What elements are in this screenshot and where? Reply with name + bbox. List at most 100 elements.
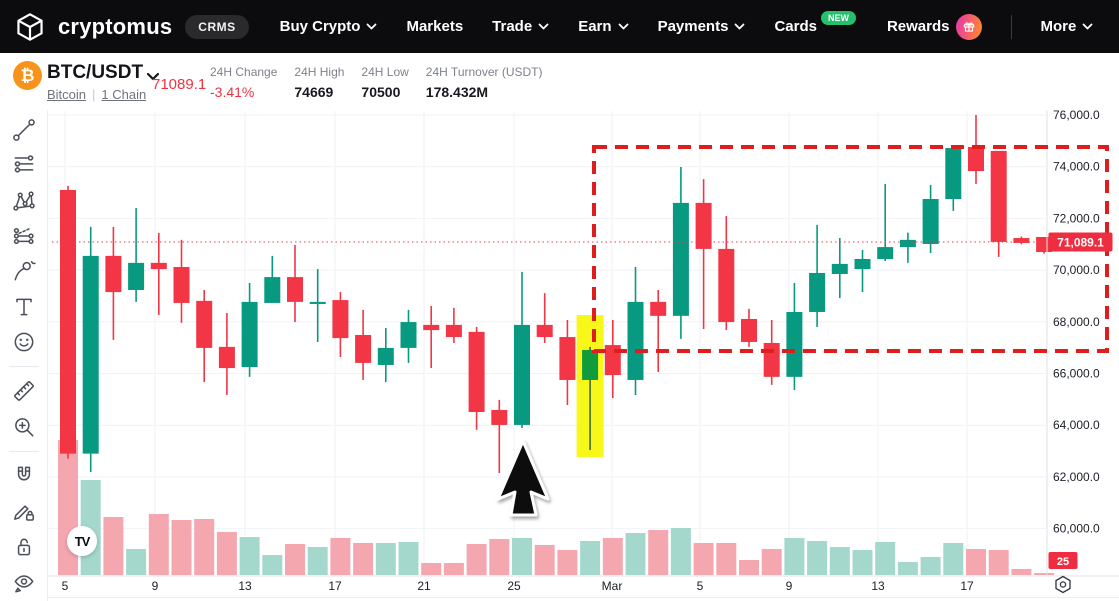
candle-body [105, 255, 122, 293]
chart-settings-icon[interactable] [1055, 575, 1071, 594]
tool-drawing-lock[interactable] [7, 495, 41, 527]
xabcd-pattern-icon [12, 191, 35, 211]
red-dashed-box-annotation[interactable] [592, 145, 1109, 354]
volume-bar [670, 528, 691, 575]
candle-body [718, 248, 735, 323]
candle [423, 306, 440, 369]
candle [128, 208, 145, 302]
price-chart[interactable]: 76,000.0 74,000.0 72,000.0 70,000.0 68,000.0… [48, 110, 1119, 601]
tool-lock-all-drawings[interactable] [7, 530, 41, 562]
candle [536, 293, 553, 343]
current-price-label-text: 71,089.1 [1057, 235, 1104, 249]
tool-fib-retracement[interactable] [7, 149, 41, 181]
time-tick-label: Mar [602, 579, 623, 593]
candle-body [945, 148, 962, 200]
volume-bar [307, 547, 328, 575]
candles-layer [60, 115, 1053, 474]
candle [377, 328, 394, 383]
candle-body [786, 311, 803, 377]
time-tick-label: 25 [507, 579, 521, 593]
volume-bar [489, 539, 510, 575]
price-axis[interactable]: 76,000.0 74,000.0 72,000.0 70,000.0 68,000.0… [1053, 110, 1100, 536]
candle [1036, 237, 1053, 254]
candle [650, 290, 667, 372]
zoom-in-icon [14, 417, 33, 437]
volume-label-text: 25 [1057, 556, 1069, 568]
volume-bar [829, 547, 850, 575]
volume-bar [58, 440, 78, 575]
tool-ruler[interactable] [7, 375, 41, 407]
candle-body [196, 300, 213, 348]
tool-forecast[interactable] [7, 220, 41, 252]
candle [627, 266, 644, 395]
volume-bar [580, 541, 601, 575]
stat-24h-turnover-usdt-: 24H Turnover (USDT) 178.432M [426, 65, 543, 100]
brand-block[interactable]: cryptomus CRMS [15, 12, 249, 42]
current-price-label: 71,089.1 [1048, 232, 1113, 252]
pair-title[interactable]: BTC/USDT [47, 62, 144, 83]
brand-name[interactable]: cryptomus [58, 13, 173, 39]
tool-hide-all-drawings[interactable] [7, 566, 41, 598]
volume-bar [920, 557, 941, 575]
candle [445, 307, 462, 343]
tool-zoom-in[interactable] [7, 410, 41, 442]
top-nav: cryptomus CRMS Buy Crypto Markets Trade Ear… [0, 0, 1119, 53]
nav-item-more[interactable]: More [1041, 18, 1094, 35]
tool-emoji[interactable] [7, 326, 41, 358]
volume-bar [761, 549, 782, 575]
tool-text[interactable] [7, 291, 41, 323]
candle-body [514, 324, 530, 425]
candle-body [445, 324, 462, 338]
time-axis[interactable]: 5 9 13 17 21 25 Mar 5 9 13 17 [62, 579, 974, 593]
volume-bar [285, 544, 305, 575]
volume-bar [262, 555, 283, 575]
nav-item-label: Trade [492, 18, 533, 35]
candle-body [763, 342, 780, 377]
chain-count-link[interactable]: 1 Chain [101, 87, 147, 102]
tradingview-logo[interactable]: TV [67, 526, 97, 556]
candle-body [1013, 238, 1030, 243]
volume-layer [58, 440, 1055, 575]
nav-item-payments[interactable]: Payments [658, 18, 746, 35]
volume-label-bg [1048, 552, 1078, 569]
nav-item-cards[interactable]: Cards NEW [774, 10, 858, 35]
price-tick-label: 60,000.0 [1053, 522, 1100, 536]
volume-bar [897, 562, 918, 575]
tool-xabcd-pattern[interactable] [7, 185, 41, 217]
volume-bar [602, 538, 623, 575]
nav-item-buy-crypto[interactable]: Buy Crypto [280, 18, 378, 35]
chevron-down-icon [618, 23, 628, 30]
candle [945, 144, 962, 211]
price-tick-label: 62,000.0 [1053, 470, 1100, 484]
stats-row: 24H Change -3.41% 24H High 74669 24H Low 7… [210, 65, 543, 100]
drawing-toolbar [0, 110, 48, 601]
nav-item-trade[interactable]: Trade [492, 18, 549, 35]
candle [741, 308, 757, 347]
candle-body [173, 266, 190, 303]
volume-axis-label: 25 [1048, 552, 1078, 569]
tool-trend-line[interactable] [7, 114, 41, 146]
volume-bar [194, 519, 215, 575]
nav-item-rewards[interactable]: Rewards [887, 13, 982, 40]
tool-brush[interactable] [7, 255, 41, 287]
candle-body [650, 301, 667, 316]
nav-item-label: Markets [406, 18, 464, 35]
volume-bar [1034, 573, 1055, 575]
candle-body [582, 349, 599, 380]
nav-item-label: Cards [774, 18, 817, 35]
volume-bar [875, 542, 896, 575]
chevron-down-icon [367, 23, 377, 30]
time-tick-label: 9 [786, 579, 793, 593]
candle-body [491, 409, 508, 425]
candle-body [60, 189, 76, 454]
nav-item-earn[interactable]: Earn [578, 18, 628, 35]
candle [241, 283, 258, 377]
pair-chevron-down-icon[interactable] [146, 72, 160, 81]
tool-magnet[interactable] [7, 460, 41, 492]
current-price-label-bg [1048, 232, 1113, 252]
chevron-down-icon [735, 23, 745, 30]
volume-bar [103, 517, 124, 575]
base-asset-link[interactable]: Bitcoin [47, 87, 87, 102]
nav-item-markets[interactable]: Markets [406, 18, 463, 35]
